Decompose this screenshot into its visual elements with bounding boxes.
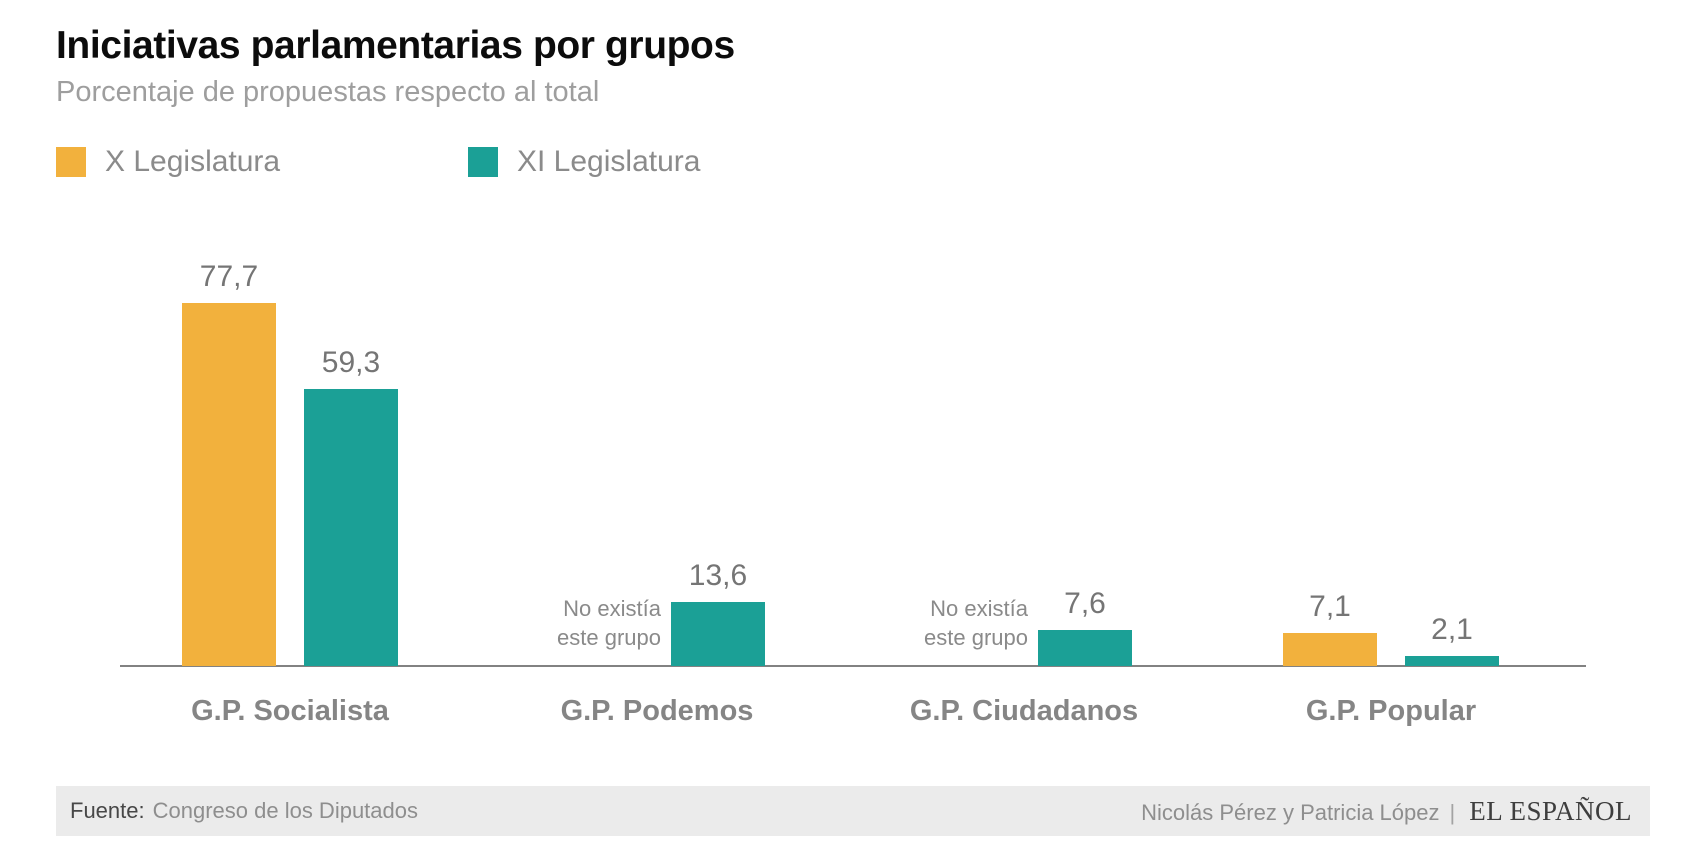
bar-x-legislatura-g-p-socialista — [182, 303, 276, 666]
bar-xi-legislatura-g-p-popular — [1405, 656, 1499, 666]
value-label: 7,6 — [1064, 587, 1106, 620]
category-label-g-p-socialista: G.P. Socialista — [191, 695, 389, 727]
source-line: Fuente: Congreso de los Diputados — [70, 798, 418, 824]
legend-item-xi-legislatura: XI Legislatura — [468, 145, 700, 179]
bar-xi-legislatura-g-p-ciudadanos — [1038, 630, 1132, 666]
missing-group-note-line: No existía — [563, 596, 661, 621]
value-label: 77,7 — [199, 260, 259, 293]
source-value: Congreso de los Diputados — [152, 798, 418, 823]
value-label: 59,3 — [321, 346, 381, 379]
bar-xi-legislatura-g-p-podemos — [671, 602, 765, 666]
missing-group-note-line: este grupo — [557, 625, 661, 650]
legend-item-x-legislatura: X Legislatura — [56, 145, 280, 179]
legend-label-x-legislatura: X Legislatura — [105, 145, 281, 178]
category-label-g-p-ciudadanos: G.P. Ciudadanos — [909, 695, 1139, 727]
bar-x-legislatura-g-p-popular — [1283, 633, 1377, 666]
category-label-g-p-podemos: G.P. Podemos — [560, 695, 754, 727]
legend-label-xi-legislatura: XI Legislatura — [517, 145, 701, 178]
page-title: Iniciativas parlamentarias por grupos — [56, 24, 735, 67]
value-label: 7,1 — [1309, 590, 1351, 623]
brand-logo: EL ESPAÑOL — [1469, 795, 1632, 826]
source-label: Fuente: — [70, 798, 145, 823]
missing-group-note: No existía este grupo — [441, 594, 661, 652]
page-subtitle: Porcentaje de propuestas respecto al tot… — [56, 76, 600, 108]
legend-swatch-xi-legislatura — [468, 147, 498, 177]
credits-separator: | — [1449, 799, 1456, 825]
category-label-g-p-popular: G.P. Popular — [1305, 695, 1477, 727]
value-label: 13,6 — [688, 559, 748, 592]
bar-xi-legislatura-g-p-socialista — [304, 389, 398, 666]
credits-authors: Nicolás Pérez y Patricia López — [1141, 799, 1440, 825]
missing-group-note: No existía este grupo — [808, 594, 1028, 652]
x-axis-line — [120, 665, 1586, 667]
value-label: 2,1 — [1431, 613, 1473, 646]
legend-swatch-x-legislatura — [56, 147, 86, 177]
missing-group-note-line: este grupo — [924, 625, 1028, 650]
missing-group-note-line: No existía — [930, 596, 1028, 621]
footer-bar: Fuente: Congreso de los Diputados Nicolás… — [56, 786, 1650, 836]
credits-line: Nicolás Pérez y Patricia López | EL ESPA… — [1141, 796, 1632, 827]
